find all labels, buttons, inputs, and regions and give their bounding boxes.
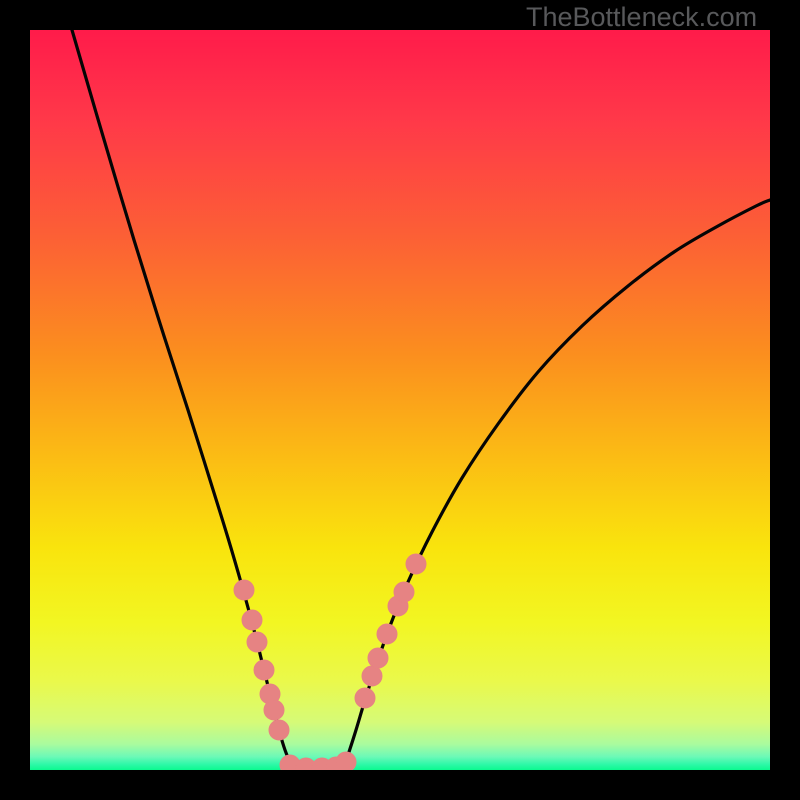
marker-right [406,554,426,574]
marker-left [269,720,289,740]
marker-right [377,624,397,644]
marker-right [362,666,382,686]
marker-left [234,580,254,600]
marker-left [264,700,284,720]
marker-left [242,610,262,630]
marker-left [247,632,267,652]
marker-bottom [336,752,356,770]
marker-left [254,660,274,680]
bottleneck-curve [30,30,770,770]
bottleneck-path [72,30,770,767]
marker-right [394,582,414,602]
watermark-text: TheBottleneck.com [526,2,757,33]
marker-right [368,648,388,668]
plot-area [30,30,770,770]
marker-right [355,688,375,708]
